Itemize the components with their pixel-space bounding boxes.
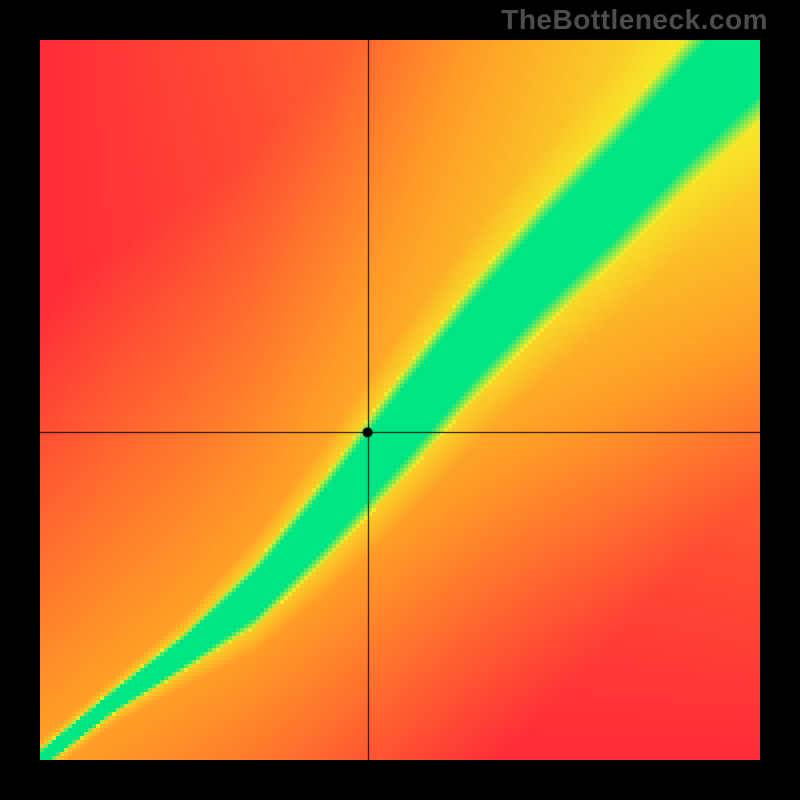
watermark-text: TheBottleneck.com bbox=[501, 4, 768, 36]
crosshair-overlay bbox=[40, 40, 760, 760]
chart-container: TheBottleneck.com bbox=[0, 0, 800, 800]
